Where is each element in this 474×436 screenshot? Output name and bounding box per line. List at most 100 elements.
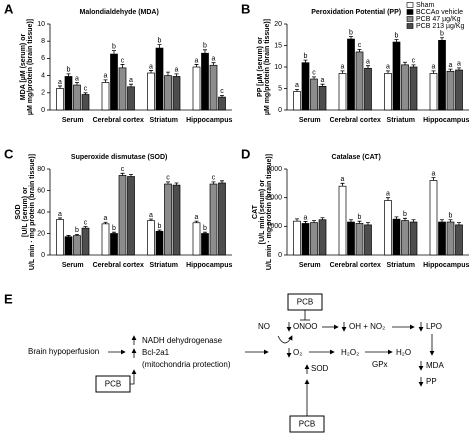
data-letter: b — [358, 214, 362, 221]
chart-title: Catalase (CAT) — [332, 154, 381, 161]
data-letter: a — [212, 56, 216, 63]
node: LPO — [426, 322, 442, 331]
x-tick-label: Hippocampus — [186, 117, 232, 124]
bar — [384, 73, 392, 111]
bar — [73, 235, 81, 256]
y-axis-label: PP [µM (serum) or — [257, 37, 264, 97]
error-bar — [112, 50, 116, 55]
node: H₂O₂ — [341, 348, 359, 357]
error-bar — [349, 36, 353, 40]
legend-swatch — [406, 23, 414, 29]
data-letter: c — [84, 219, 88, 226]
bar — [110, 233, 118, 256]
data-letter: b — [112, 44, 116, 51]
error-bar — [386, 197, 390, 201]
panel-label: A — [4, 1, 14, 16]
data-letter: a — [449, 62, 453, 69]
bar — [64, 76, 73, 111]
error-bar — [357, 48, 362, 52]
error-bar — [75, 82, 79, 86]
data-letter: a — [195, 214, 199, 221]
y-tick-label: 8 — [41, 38, 45, 45]
x-tick-label: Hippocampus — [186, 262, 232, 269]
chart-title: Malondialdehyde (MDA) — [79, 9, 158, 16]
data-letter: a — [175, 67, 179, 74]
error-bar — [312, 76, 316, 80]
data-letter: a — [58, 79, 62, 86]
error-bar — [58, 85, 62, 89]
bar — [438, 221, 446, 256]
error-bar — [411, 219, 416, 223]
y-axis-label: [U/L min (serum) or — [259, 180, 266, 245]
data-letter: a — [321, 77, 325, 84]
error-bar — [129, 83, 133, 87]
bar — [201, 233, 209, 256]
error-bar — [166, 181, 170, 185]
error-bar — [366, 222, 370, 225]
x-tick-label: Hippocampus — [423, 262, 469, 269]
y-tick-label: 60 — [37, 187, 45, 194]
data-letter: b — [112, 225, 116, 232]
data-letter: a — [295, 82, 299, 89]
y-tick-label: 0 — [278, 252, 282, 259]
error-bar — [174, 73, 179, 77]
error-bar — [320, 83, 325, 87]
y-tick-label: 20 — [37, 230, 45, 237]
bar — [155, 47, 164, 111]
error-bar — [211, 62, 216, 66]
node: O₂ — [293, 348, 302, 357]
error-bar — [83, 226, 88, 229]
data-letter: b — [304, 53, 308, 60]
bar — [56, 88, 64, 111]
node: NO — [258, 322, 270, 331]
bar — [446, 221, 455, 256]
error-bar — [457, 222, 461, 225]
y-tick-label: 2000 — [266, 195, 282, 202]
error-bar — [203, 231, 207, 234]
error-bar — [120, 64, 125, 68]
bar — [64, 236, 73, 256]
x-tick-label: Serum — [62, 262, 84, 269]
data-letter: a — [104, 73, 108, 80]
bar — [446, 70, 455, 111]
y-tick-label: 5 — [278, 85, 282, 92]
bar — [192, 222, 201, 256]
legend-swatch — [406, 9, 414, 15]
bar — [218, 182, 226, 256]
y-tick-label: 40 — [37, 209, 45, 216]
bar — [301, 62, 310, 111]
y-axis-label: CAT — [252, 204, 259, 219]
error-bar — [220, 180, 224, 183]
data-letter: c — [412, 58, 416, 65]
error-bar — [394, 216, 399, 220]
data-letter: b — [395, 32, 399, 39]
node: Bcl-2a1 — [142, 348, 170, 357]
y-tick-label: 10 — [274, 64, 282, 71]
y-tick-label: 0 — [41, 107, 45, 114]
bar — [118, 175, 127, 256]
legend-label: PCB 213 µg/Kg — [416, 23, 465, 30]
data-letter: a — [104, 215, 108, 222]
bar — [110, 53, 118, 111]
y-tick-label: 10 — [37, 21, 45, 28]
error-bar — [295, 88, 299, 92]
data-letter: c — [121, 166, 125, 173]
y-axis-label: SOD — [15, 204, 22, 219]
panel-label: E — [4, 291, 13, 306]
bar — [301, 223, 310, 256]
error-bar — [440, 219, 444, 223]
error-bar — [303, 221, 308, 224]
bar — [318, 219, 327, 256]
y-tick-label: 6 — [41, 55, 45, 62]
data-letter: b — [449, 213, 453, 220]
panel-label: B — [241, 1, 250, 16]
bar — [429, 180, 438, 256]
error-bar — [83, 92, 88, 95]
x-tick-label: Serum — [299, 117, 321, 124]
data-letter: a — [386, 64, 390, 71]
arrow — [130, 369, 137, 385]
legend-label: BCCAo vehicle — [416, 9, 463, 16]
error-bar — [149, 70, 153, 74]
data-letter: b — [349, 29, 353, 36]
